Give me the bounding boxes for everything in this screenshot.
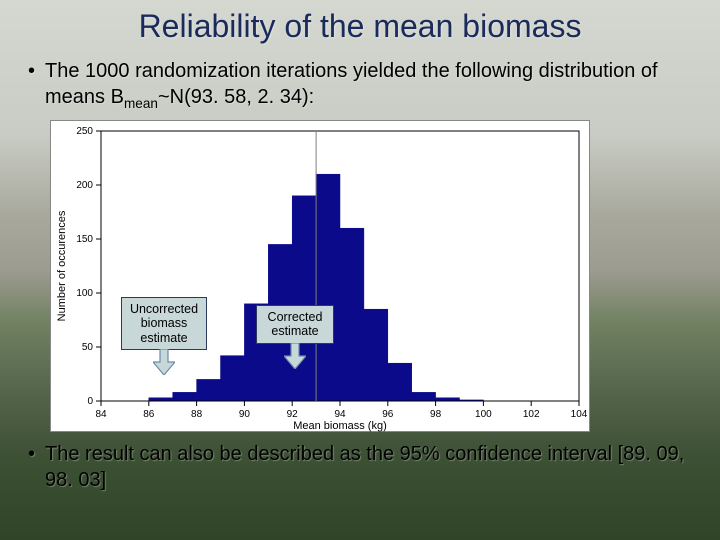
bullet-1: • The 1000 randomization iterations yiel… — [28, 59, 692, 112]
svg-text:98: 98 — [430, 409, 442, 420]
svg-text:50: 50 — [82, 342, 94, 353]
svg-text:Mean biomass (kg): Mean biomass (kg) — [293, 420, 387, 432]
bullet-dot: • — [28, 59, 35, 112]
arrow-down-icon — [284, 343, 306, 369]
svg-text:88: 88 — [191, 409, 203, 420]
svg-text:Number of occurences: Number of occurences — [56, 210, 68, 321]
svg-text:250: 250 — [76, 126, 93, 137]
svg-text:102: 102 — [523, 409, 540, 420]
page-title: Reliability of the mean biomass — [28, 8, 692, 45]
bullet-1-suffix: ~N(93. 58, 2. 34): — [158, 86, 314, 108]
svg-text:92: 92 — [287, 409, 299, 420]
callout-corrected: Corrected estimate — [256, 305, 334, 344]
callout-corrected-l2: estimate — [263, 324, 327, 338]
svg-text:86: 86 — [143, 409, 155, 420]
callout-uncorrected-l2: biomass — [128, 316, 200, 330]
callout-corrected-l1: Corrected — [263, 310, 327, 324]
arrow-down-icon — [153, 349, 175, 375]
svg-text:150: 150 — [76, 234, 93, 245]
bullet-2-text: The result can also be described as the … — [45, 442, 692, 493]
svg-text:84: 84 — [95, 409, 107, 420]
histogram-chart: 84 86 88 90 92 94 96 98 100 102 104 0 50 100 150 200 250… — [50, 120, 590, 432]
svg-text:104: 104 — [571, 409, 588, 420]
bullet-1-text: The 1000 randomization iterations yielde… — [45, 59, 692, 112]
svg-text:100: 100 — [475, 409, 492, 420]
svg-text:96: 96 — [382, 409, 394, 420]
callout-uncorrected-l3: estimate — [128, 331, 200, 345]
svg-text:100: 100 — [76, 288, 93, 299]
svg-text:90: 90 — [239, 409, 251, 420]
svg-text:0: 0 — [87, 396, 93, 407]
chart-svg: 84 86 88 90 92 94 96 98 100 102 104 0 50 100 150 200 250… — [51, 121, 591, 433]
callout-uncorrected-l1: Uncorrected — [128, 302, 200, 316]
callout-uncorrected: Uncorrected biomass estimate — [121, 297, 207, 350]
svg-text:94: 94 — [334, 409, 346, 420]
bullet-dot: • — [28, 442, 35, 493]
bullet-1-sub: mean — [124, 96, 158, 111]
bullet-2: • The result can also be described as th… — [28, 442, 692, 493]
svg-text:200: 200 — [76, 180, 93, 191]
